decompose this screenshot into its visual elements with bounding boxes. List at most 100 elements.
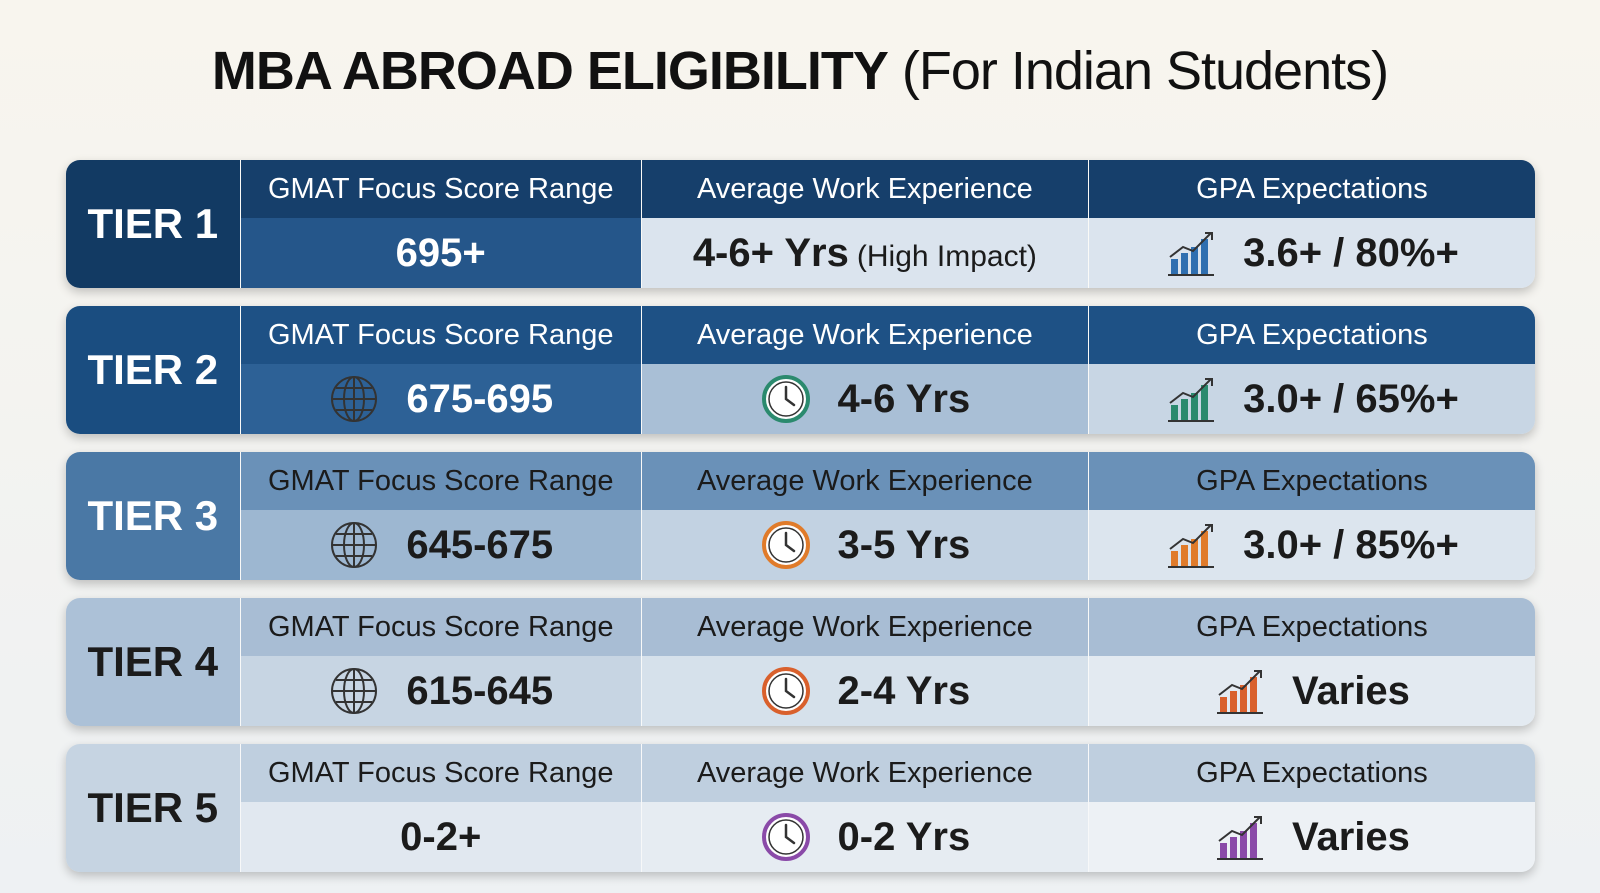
- tier-cell: Average Work Experience 4-6 Yrs: [640, 306, 1088, 434]
- tier-label: TIER 5: [66, 744, 240, 872]
- cell-header: GMAT Focus Score Range: [240, 598, 641, 656]
- value: 675-695: [406, 376, 554, 421]
- value: 4-6 Yrs: [837, 376, 971, 421]
- tier-cell: GMAT Focus Score Range 695+: [239, 160, 641, 288]
- tier-cell: GPA Expectations 3.0+ / 85%+: [1087, 452, 1535, 580]
- tier-table: TIER 1 GMAT Focus Score Range 695+ Average …: [66, 160, 1535, 890]
- clock-icon: [761, 667, 810, 715]
- value: Varies: [1292, 668, 1410, 713]
- value: 645-675: [406, 522, 554, 567]
- value-text: 3-5 Yrs: [838, 523, 971, 568]
- cell-value: Varies: [1088, 802, 1535, 872]
- tier-label: TIER 4: [66, 598, 240, 726]
- value-note: (High Impact): [856, 239, 1037, 273]
- cell-value: 695+: [240, 218, 641, 288]
- cell-header: GMAT Focus Score Range: [240, 744, 641, 802]
- value: 4-6+ Yrs: [692, 230, 849, 275]
- cell-header: GMAT Focus Score Range: [240, 452, 641, 510]
- cell-value: 0-2 Yrs: [641, 802, 1088, 872]
- value: 3-5 Yrs: [837, 522, 971, 567]
- tier-cell: GPA Expectations Varies: [1087, 744, 1535, 872]
- cell-header: GMAT Focus Score Range: [240, 306, 641, 364]
- value-text: 645-675: [406, 523, 553, 568]
- value-text: 3.6+ / 80%+: [1243, 231, 1459, 276]
- tier-label: TIER 1: [66, 160, 240, 288]
- cell-header: Average Work Experience: [641, 744, 1088, 802]
- chart-icon: [1168, 378, 1215, 422]
- tier-cell: Average Work Experience 0-2 Yrs: [640, 744, 1088, 872]
- cell-header: GPA Expectations: [1088, 598, 1535, 656]
- cell-value: 615-645: [240, 656, 641, 726]
- value: Varies: [1292, 814, 1410, 859]
- value: 695+: [395, 230, 486, 275]
- value: 3.6+ / 80%+: [1243, 230, 1459, 275]
- cell-value: Varies: [1088, 656, 1535, 726]
- cell-value: 3-5 Yrs: [641, 510, 1088, 580]
- value: 0-2+: [400, 814, 482, 859]
- tier-cell: GPA Expectations Varies: [1087, 598, 1535, 726]
- clock-icon: [761, 375, 810, 423]
- tier-cell: GMAT Focus Score Range 645-675: [239, 452, 641, 580]
- tier-row: TIER 4 GMAT Focus Score Range 615-645 Avera…: [66, 598, 1535, 726]
- title: MBA ABROAD ELIGIBILITY (For Indian Stude…: [0, 40, 1600, 102]
- tier-label: TIER 3: [66, 452, 240, 580]
- chart-icon: [1168, 524, 1215, 568]
- value-text: Varies: [1292, 815, 1410, 860]
- chart-icon: [1217, 816, 1264, 860]
- tier-cell: Average Work Experience 4-6+ Yrs (High Imp…: [640, 160, 1088, 288]
- title-main: MBA ABROAD ELIGIBILITY: [211, 41, 889, 101]
- clock-icon: [761, 521, 810, 569]
- tier-cell: Average Work Experience 2-4 Yrs: [640, 598, 1088, 726]
- value: 3.0+ / 65%+: [1243, 376, 1459, 421]
- tier-cell: GMAT Focus Score Range 675-695: [239, 306, 641, 434]
- value-text: Varies: [1292, 669, 1410, 714]
- tier-cell: Average Work Experience 3-5 Yrs: [640, 452, 1088, 580]
- cell-header: GPA Expectations: [1088, 452, 1535, 510]
- cell-header: GPA Expectations: [1088, 160, 1535, 218]
- tier-row: TIER 1 GMAT Focus Score Range 695+ Average …: [66, 160, 1535, 288]
- tier-cell: GMAT Focus Score Range 0-2+: [239, 744, 641, 872]
- value-text: 2-4 Yrs: [838, 669, 971, 714]
- cell-value: 675-695: [240, 364, 641, 434]
- value: 615-645: [406, 668, 554, 713]
- chart-icon: [1217, 670, 1264, 714]
- cell-header: Average Work Experience: [641, 598, 1088, 656]
- value-text: 615-645: [406, 669, 553, 714]
- value-text: 695+: [396, 231, 486, 276]
- value: 3.0+ / 85%+: [1243, 522, 1459, 567]
- value-text: 4-6+ Yrs (High Impact): [693, 231, 1037, 276]
- tier-row: TIER 3 GMAT Focus Score Range 645-675 Avera…: [66, 452, 1535, 580]
- globe-icon: [331, 522, 378, 568]
- cell-header: Average Work Experience: [641, 452, 1088, 510]
- cell-value: 3.6+ / 80%+: [1088, 218, 1535, 288]
- cell-value: 2-4 Yrs: [641, 656, 1088, 726]
- value-text: 3.0+ / 85%+: [1243, 523, 1459, 568]
- cell-value: 3.0+ / 85%+: [1088, 510, 1535, 580]
- cell-value: 4-6+ Yrs (High Impact): [641, 218, 1088, 288]
- value-text: 0-2+: [400, 815, 481, 860]
- chart-icon: [1168, 232, 1215, 276]
- cell-header: GPA Expectations: [1088, 744, 1535, 802]
- value-text: 4-6 Yrs: [838, 377, 971, 422]
- value-text: 0-2 Yrs: [838, 815, 971, 860]
- cell-header: GPA Expectations: [1088, 306, 1535, 364]
- tier-label: TIER 2: [66, 306, 240, 434]
- value-text: 3.0+ / 65%+: [1243, 377, 1459, 422]
- globe-icon: [331, 376, 378, 422]
- clock-icon: [761, 813, 810, 861]
- cell-value: 0-2+: [240, 802, 641, 872]
- tier-cell: GMAT Focus Score Range 615-645: [239, 598, 641, 726]
- value: 0-2 Yrs: [837, 814, 971, 859]
- cell-value: 645-675: [240, 510, 641, 580]
- title-sub: (For Indian Students): [901, 41, 1389, 101]
- globe-icon: [331, 668, 378, 714]
- cell-value: 4-6 Yrs: [641, 364, 1088, 434]
- cell-header: GMAT Focus Score Range: [240, 160, 641, 218]
- tier-row: TIER 2 GMAT Focus Score Range 675-695 Avera…: [66, 306, 1535, 434]
- cell-value: 3.0+ / 65%+: [1088, 364, 1535, 434]
- cell-header: Average Work Experience: [641, 306, 1088, 364]
- value-text: 675-695: [406, 377, 553, 422]
- cell-header: Average Work Experience: [641, 160, 1088, 218]
- tier-cell: GPA Expectations 3.6+ / 80%+: [1087, 160, 1535, 288]
